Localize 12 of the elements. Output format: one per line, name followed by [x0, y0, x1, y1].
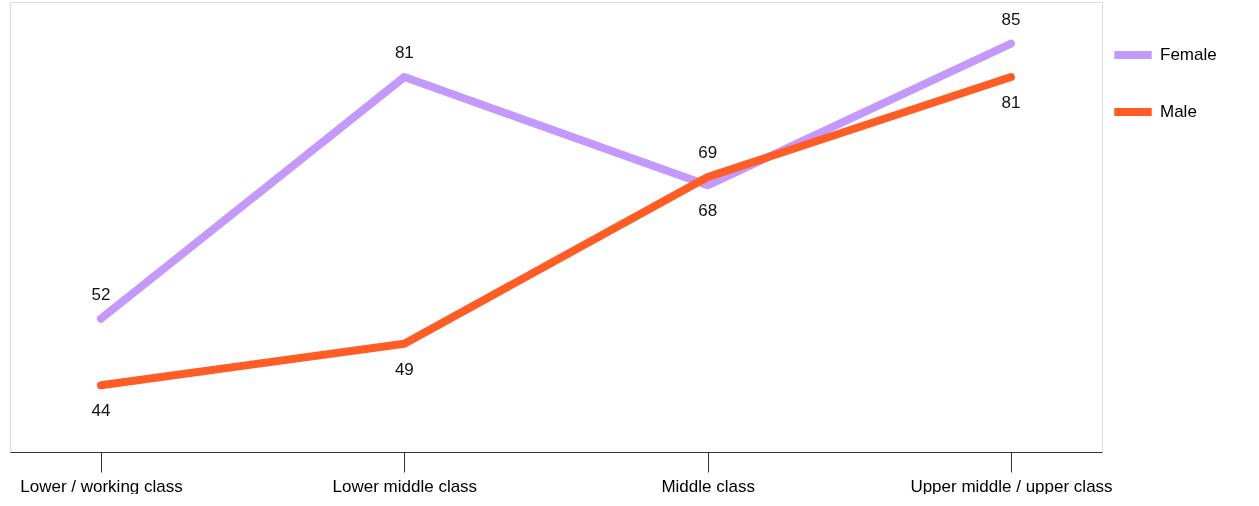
data-label: 52	[91, 284, 111, 304]
data-label: 81	[394, 43, 414, 62]
legend-label: Male	[1160, 102, 1197, 121]
legend-label: Female	[1160, 45, 1217, 64]
data-label: 69	[698, 143, 718, 162]
data-label: 81	[1001, 93, 1021, 112]
data-label: 49	[394, 359, 414, 379]
data-label: 68	[698, 201, 718, 221]
x-tick-label: Middle class	[661, 476, 755, 496]
x-tick-label: Lower middle class	[332, 476, 478, 496]
data-label: 44	[91, 401, 111, 421]
data-label: 85	[1001, 9, 1021, 29]
